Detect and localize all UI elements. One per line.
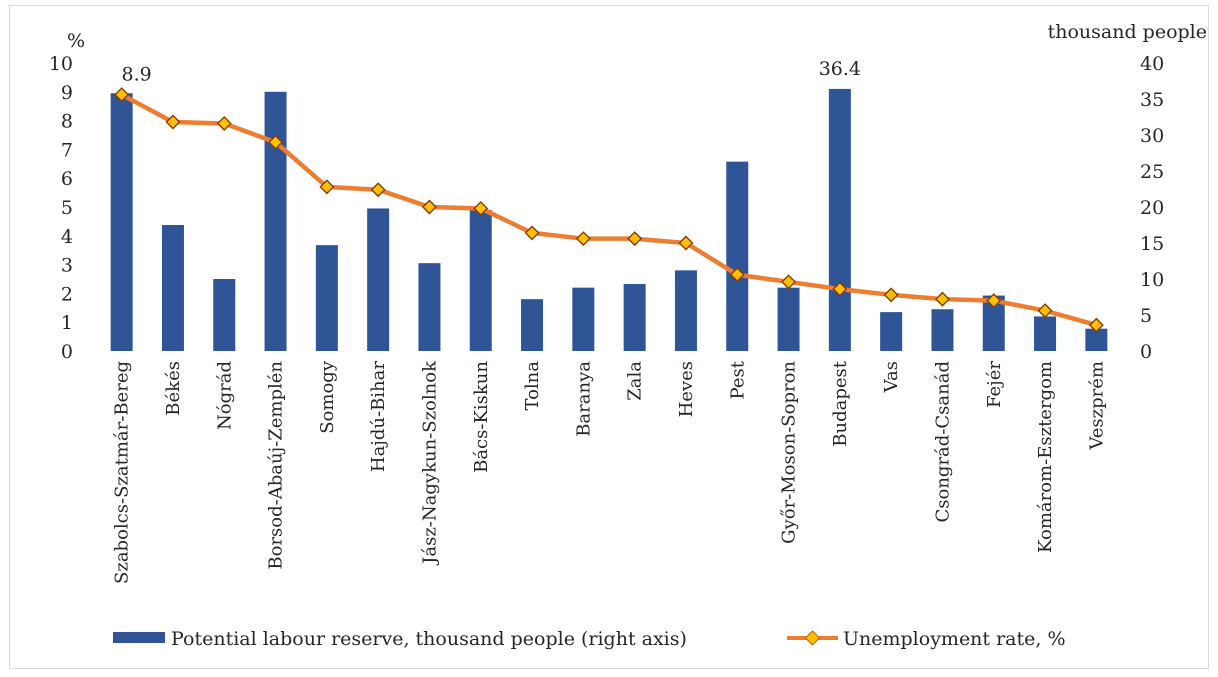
right-axis-tick: 15 (1140, 233, 1164, 255)
labour-reserve-bar (777, 287, 800, 351)
category-label: Budapest (830, 360, 851, 446)
labour-reserve-bar (623, 284, 646, 351)
left-axis-tick: 0 (61, 341, 73, 363)
left-axis-tick: 9 (61, 82, 73, 104)
labour-reserve-bar (161, 225, 184, 351)
category-label: Nógrád (214, 361, 235, 430)
unemployment-rate-marker (473, 200, 489, 216)
category-label: Békés (163, 361, 184, 416)
right-axis-tick: 20 (1140, 197, 1164, 219)
category-label: Szabolcs-Szatmár-Bereg (112, 361, 133, 584)
category-label: Bács-Kiskun (471, 361, 492, 473)
legend-swatch-unemployment-marker (804, 630, 821, 646)
category-label: Vas (881, 361, 902, 393)
category-label: Hajdú-Bihar (368, 361, 389, 473)
left-axis-tick: 6 (61, 168, 73, 190)
category-label: Fejér (984, 361, 1005, 408)
labour-reserve-bar (1085, 328, 1108, 351)
data-label: 36.4 (819, 58, 861, 80)
unemployment-rate-marker (832, 281, 848, 297)
category-label: Borsod-Abaúj-Zemplén (266, 361, 287, 570)
unemployment-rate-marker (986, 293, 1002, 309)
labour-reserve-bar (521, 299, 544, 351)
right-axis-tick: 40 (1140, 53, 1164, 75)
unemployment-rate-marker (421, 199, 437, 215)
category-label: Tolna (522, 361, 543, 411)
labour-reserve-bar (982, 295, 1005, 351)
unemployment-rate-marker (781, 274, 797, 290)
labour-reserve-bar (880, 312, 903, 351)
unemployment-rate-marker (370, 182, 386, 198)
category-label: Heves (676, 361, 697, 417)
labour-reserve-bar (367, 208, 390, 351)
unemployment-rate-marker (319, 179, 335, 195)
unemployment-rate-marker (268, 134, 284, 150)
unemployment-rate-line (120, 92, 1097, 328)
category-label: Győr-Moson-Sopron (779, 361, 800, 544)
unemployment-rate-marker (729, 267, 745, 283)
chart-frame (9, 5, 1209, 669)
right-axis-tick: 35 (1140, 89, 1164, 111)
category-label: Pest (727, 360, 748, 399)
left-axis-tick: 8 (61, 111, 73, 133)
right-axis-tick: 30 (1140, 125, 1164, 147)
right-axis-unit: thousand people (1048, 21, 1207, 43)
unemployment-rate-marker (216, 115, 232, 131)
category-label: Baranya (573, 361, 594, 437)
legend-label-labour-reserve: Potential labour reserve, thousand peopl… (171, 628, 687, 650)
category-label: Zala (625, 361, 646, 401)
unemployment-rate-marker (165, 114, 181, 130)
unemployment-rate-marker (575, 231, 591, 247)
left-axis-tick: 10 (49, 53, 73, 75)
unemployment-rate-marker (627, 231, 643, 247)
category-label: Jász-Nagykun-Szolnok (419, 360, 440, 566)
right-axis-tick: 0 (1140, 341, 1152, 363)
labour-reserve-bar (469, 209, 492, 351)
labour-reserve-bar (264, 91, 287, 352)
left-axis-tick: 3 (61, 255, 73, 277)
right-axis-tick: 5 (1140, 305, 1152, 327)
labour-reserve-bar (572, 287, 595, 351)
unemployment-rate-marker (524, 225, 540, 241)
category-label: Somogy (317, 360, 338, 434)
labour-reserve-bar (213, 279, 236, 351)
unemployment-rate-marker (934, 291, 950, 307)
unemployment-rate-marker (678, 235, 694, 251)
left-axis-tick: 2 (61, 283, 73, 305)
data-label: 8.9 (122, 64, 152, 86)
left-axis-tick: 4 (61, 226, 73, 248)
labour-reserve-bar (931, 309, 954, 351)
labour-reserve-bar (828, 88, 851, 352)
labour-reserve-bar (674, 270, 697, 351)
unemployment-rate-marker (1088, 317, 1104, 333)
labour-reserve-bar (418, 263, 441, 351)
unemployment-rate-marker (883, 287, 899, 303)
labour-reserve-bar (1034, 316, 1057, 351)
category-label: Csongrád-Csanád (932, 361, 953, 523)
legend: Potential labour reserve, thousand peopl… (113, 628, 1066, 650)
left-axis-tick: 1 (61, 312, 73, 334)
left-axis-unit: % (67, 30, 85, 52)
right-axis-tick: 25 (1140, 161, 1164, 183)
unemployment-rate-marker (1037, 303, 1053, 319)
unemployment-rate-marker (114, 87, 130, 103)
category-label: Komárom-Esztergom (1035, 361, 1056, 553)
category-label: Veszprém (1086, 361, 1107, 451)
labour-reserve-bar (110, 93, 133, 352)
left-axis-tick: 5 (61, 197, 73, 219)
labour-reserve-bar (315, 245, 338, 351)
right-axis-tick: 10 (1140, 269, 1164, 291)
legend-label-unemployment: Unemployment rate, % (843, 628, 1066, 650)
labour-reserve-bar (726, 161, 749, 351)
left-axis-tick: 7 (61, 139, 73, 161)
legend-swatch-labour-reserve (113, 632, 165, 643)
